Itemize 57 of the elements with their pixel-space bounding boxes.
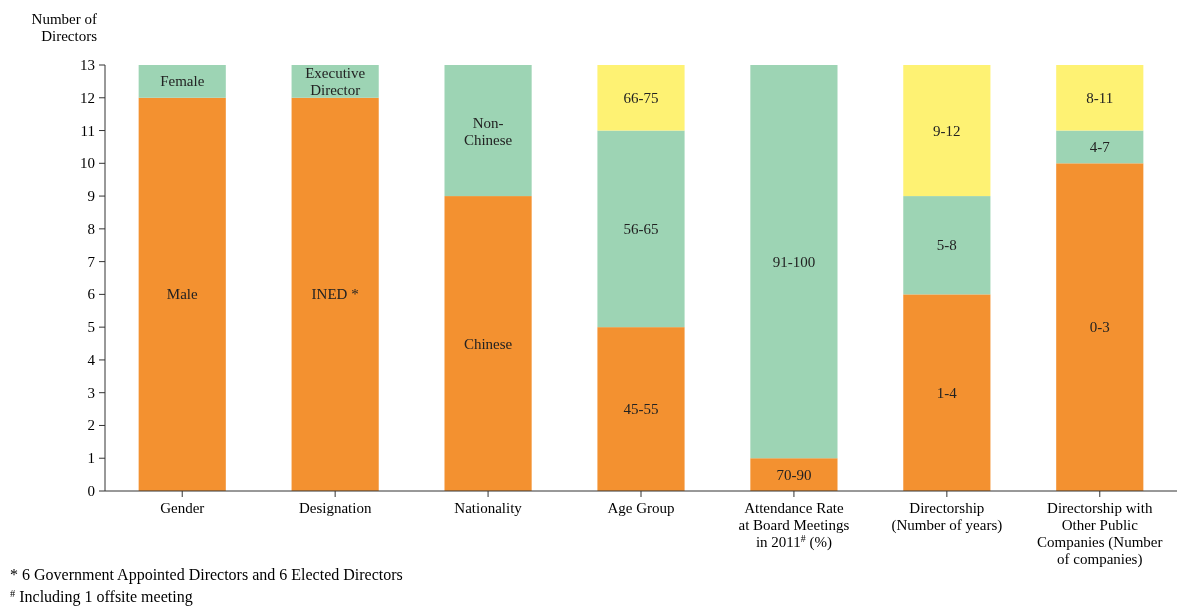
data-label: 66-75 (623, 89, 659, 106)
x-tick-label: Gender (160, 500, 205, 516)
y-tick-label: 2 (87, 417, 95, 434)
bar (903, 65, 991, 197)
x-tick-label: Age Group (607, 500, 675, 516)
x-tick-label: Attendance Rate at Board Meetings in 2011$^{#}$ (%) (738, 500, 850, 551)
data-label: 45-55 (623, 401, 659, 418)
y-tick-label: 11 (80, 122, 95, 139)
bar (750, 65, 838, 459)
bar (903, 294, 991, 491)
text: * 6 Government Appointed Directors and 6 Elected Directors (10, 566, 403, 584)
data-label: 1-4 (936, 384, 958, 401)
y-axis-title: Number of Directors (31, 11, 98, 44)
y-tick-label: 1 (87, 450, 95, 467)
bar (1056, 163, 1144, 491)
data-label: 9-12 (933, 122, 961, 139)
x-tick-label: Designation (298, 500, 372, 516)
data-label: 5-8 (936, 237, 957, 254)
data-label: 56-65 (623, 220, 659, 237)
bar (597, 327, 685, 491)
text: $^{#}$ Including 1 offsite meeting (10, 587, 193, 606)
bar (444, 65, 532, 197)
data-label: 4-7 (1089, 138, 1111, 155)
data-label: 70-90 (776, 466, 812, 483)
y-tick-label: 7 (87, 253, 96, 270)
y-tick-label: 10 (80, 155, 95, 172)
data-label: 0-3 (1089, 319, 1110, 336)
data-label: 8-11 (1086, 89, 1114, 106)
y-tick-label: 3 (87, 384, 95, 401)
y-tick-label: 8 (87, 220, 95, 237)
bar (138, 65, 226, 98)
data-label: Female (160, 73, 205, 90)
bar (444, 196, 532, 491)
data-label: 91-100 (772, 253, 816, 270)
bar (1056, 130, 1144, 164)
data-label: Non-Chinese (463, 114, 513, 148)
x-tick-label: Nationality (454, 500, 523, 516)
y-tick-label: 6 (87, 286, 96, 303)
x-tick-label: Directorship with Other Public Companies (Number of companies) (1037, 500, 1163, 568)
bar (597, 65, 685, 131)
bar (291, 97, 379, 491)
y-tick-label: 13 (80, 57, 95, 73)
x-tick-label: Directorship (Number of years) (891, 500, 1003, 534)
bar (597, 130, 685, 328)
bar (1056, 65, 1144, 131)
y-tick-label: 0 (87, 483, 95, 499)
y-tick-label: 9 (87, 188, 95, 205)
bar (903, 196, 991, 295)
data-label: INED * (311, 286, 359, 303)
bar (138, 97, 226, 491)
y-tick-label: 12 (80, 89, 95, 106)
data-label: Male (166, 286, 198, 303)
y-tick-label: 5 (87, 319, 95, 336)
bar (750, 458, 838, 491)
data-label: Executive Director (305, 65, 366, 99)
data-label: Chinese (463, 335, 513, 352)
y-tick-label: 4 (87, 351, 96, 368)
